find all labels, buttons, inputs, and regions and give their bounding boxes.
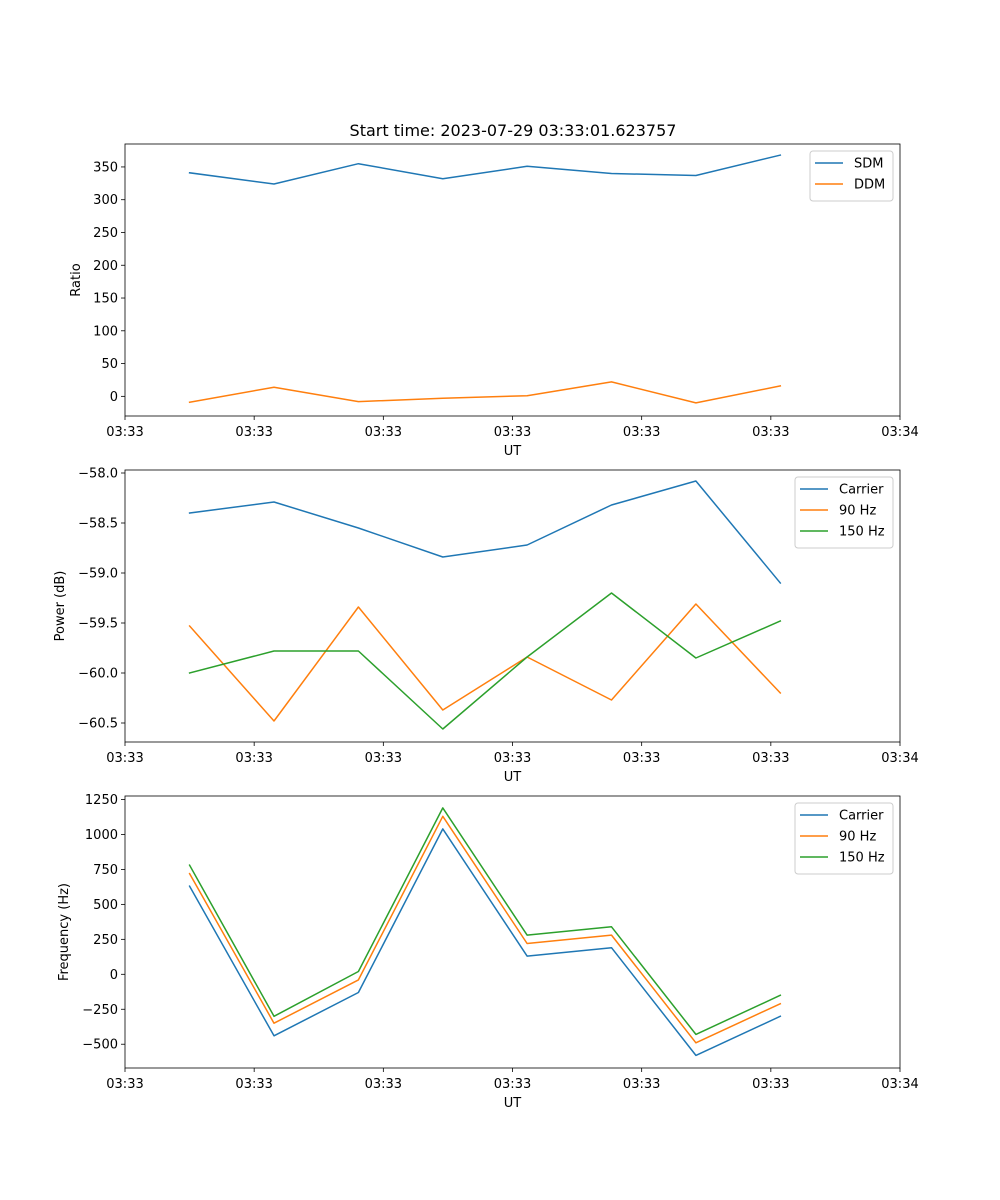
series-line-150-hz [188, 592, 782, 730]
x-axis-label: UT [504, 1096, 522, 1111]
x-tick-label: 03:33 [365, 751, 402, 766]
x-tick-label: 03:33 [623, 1077, 660, 1092]
legend-label: Carrier [839, 483, 884, 498]
x-tick-label: 03:33 [752, 1077, 789, 1092]
series-line-ddm [188, 381, 782, 404]
x-tick-label: 03:34 [881, 1077, 918, 1092]
legend-label: Carrier [839, 809, 884, 824]
x-tick-label: 03:33 [365, 1077, 402, 1092]
y-tick-label: −59.0 [78, 567, 118, 582]
legend-label: 150 Hz [839, 525, 885, 540]
series-line-sdm [188, 154, 782, 185]
series-line-90-hz [188, 815, 782, 1044]
x-tick-label: 03:33 [752, 751, 789, 766]
series-line-150-hz [188, 807, 782, 1036]
y-tick-label: 150 [93, 292, 118, 307]
x-tick-label: 03:33 [235, 425, 272, 440]
y-tick-label: 100 [93, 324, 118, 339]
y-tick-label: 500 [93, 898, 118, 913]
y-axis-label: Frequency (Hz) [57, 883, 72, 981]
y-tick-label: 1250 [85, 793, 118, 808]
subplot-1: 03:33 03:33 03:33 03:33 03:33 03:33 03:34 0 50 10… [69, 143, 919, 459]
y-tick-label: −58.0 [78, 467, 118, 482]
y-tick-label: 750 [93, 863, 118, 878]
y-tick-label: −59.5 [78, 617, 118, 632]
x-tick-label: 03:33 [623, 751, 660, 766]
y-tick-label: −500 [82, 1038, 118, 1053]
y-tick-label: 250 [93, 226, 118, 241]
x-tick-label: 03:34 [881, 751, 918, 766]
y-tick-label: 0 [110, 390, 118, 405]
legend: Carrier 90 Hz 150 Hz [794, 476, 894, 549]
x-tick-label: 03:33 [494, 1077, 531, 1092]
x-axis-label: UT [504, 444, 522, 459]
subplot-3: 03:33 03:33 03:33 03:33 03:33 03:33 03:34 −500 −… [57, 793, 919, 1111]
y-tick-label: 350 [93, 160, 118, 175]
legend-label: SDM [854, 157, 883, 172]
series-line-carrier [188, 480, 782, 585]
x-tick-label: 03:33 [623, 425, 660, 440]
x-tick-label: 03:33 [106, 425, 143, 440]
x-axis-label: UT [504, 770, 522, 785]
y-tick-label: 250 [93, 933, 118, 948]
y-tick-label: 300 [93, 193, 118, 208]
y-tick-label: 0 [110, 968, 118, 983]
legend-label: 150 Hz [839, 851, 885, 866]
x-tick-label: 03:34 [881, 425, 918, 440]
y-tick-label: 200 [93, 259, 118, 274]
y-tick-label: 1000 [85, 828, 118, 843]
x-tick-label: 03:33 [752, 425, 789, 440]
subplot-2: 03:33 03:33 03:33 03:33 03:33 03:33 03:34 −60.5… [53, 467, 919, 786]
x-tick-label: 03:33 [106, 751, 143, 766]
chart-title: Start time: 2023-07-29 03:33:01.623757 [350, 121, 677, 140]
legend: SDM DDM [809, 150, 894, 202]
y-axis-label: Ratio [69, 263, 84, 296]
x-tick-label: 03:33 [235, 1077, 272, 1092]
x-tick-label: 03:33 [235, 751, 272, 766]
x-tick-label: 03:33 [494, 751, 531, 766]
series-line-carrier [188, 828, 782, 1057]
y-tick-label: −60.0 [78, 667, 118, 682]
y-tick-label: −60.5 [78, 717, 118, 732]
y-axis-label: Power (dB) [53, 571, 68, 642]
y-tick-label: 50 [101, 357, 118, 372]
legend-label: 90 Hz [839, 504, 876, 519]
series-line-90-hz [188, 603, 782, 722]
legend-label: DDM [854, 178, 885, 193]
x-tick-label: 03:33 [106, 1077, 143, 1092]
y-tick-label: −58.5 [78, 517, 118, 532]
x-tick-label: 03:33 [365, 425, 402, 440]
legend: Carrier 90 Hz 150 Hz [794, 802, 894, 875]
legend-label: 90 Hz [839, 830, 876, 845]
x-tick-label: 03:33 [494, 425, 531, 440]
y-tick-label: −250 [82, 1003, 118, 1018]
